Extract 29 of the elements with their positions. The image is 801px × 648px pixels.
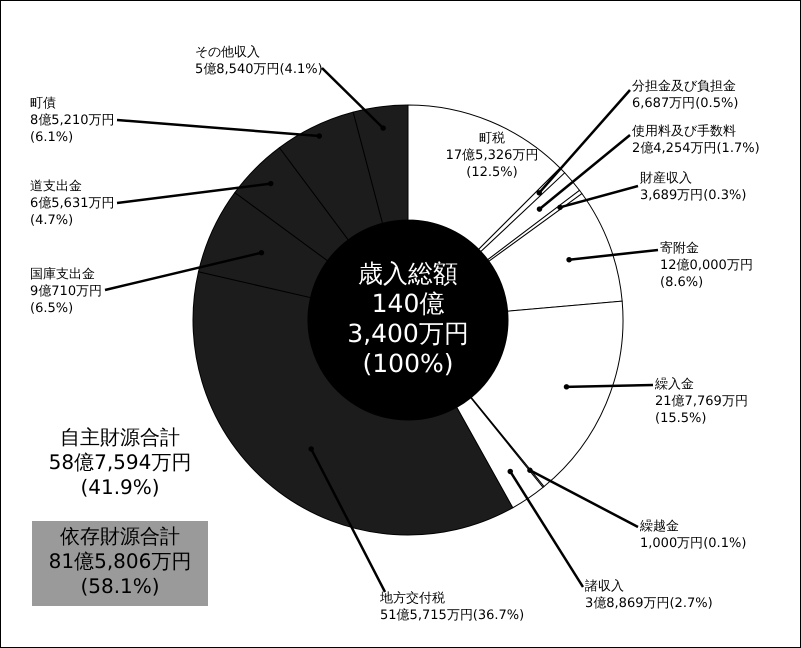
- data-label: 3億8,869万円(2.7%): [585, 596, 713, 611]
- text: 依存財源合計 81億5,806万円 (58.1%): [48, 524, 192, 598]
- slice-label: 地方交付税: [379, 590, 445, 606]
- slice-label: 繰越金: [639, 519, 679, 534]
- data-label: 2億4,254万円(1.7%): [632, 141, 760, 156]
- data-label: 17億5,326万円(12.5%): [446, 148, 538, 180]
- data-label: 1,000万円(0.1%): [640, 536, 746, 551]
- data-label: 8億5,210万円(6.1%): [30, 113, 114, 145]
- slice-label: その他収入: [195, 45, 260, 60]
- data-label: 51億5,715万円(36.7%): [380, 608, 524, 623]
- slice-label: 道支出金: [30, 179, 82, 194]
- data-label: 21億7,769万円(15.5%): [655, 394, 748, 426]
- slice-label: 使用料及び手数料: [632, 124, 736, 139]
- slice-label: 町債: [30, 96, 56, 111]
- slice-label: 国庫支出金: [30, 266, 95, 282]
- data-label: 6億5,631万円(4.7%): [30, 196, 114, 228]
- text: 自主財源合計 58億7,594万円 (41.9%): [48, 425, 192, 499]
- slice-label: 財産収入: [640, 170, 692, 186]
- slice-label: 寄附金: [660, 240, 699, 256]
- data-label: 3,689万円(0.3%): [640, 188, 746, 203]
- slice-label: 町税: [479, 131, 505, 146]
- slice-label: 繰入金: [654, 377, 694, 392]
- slice-label: 諸収入: [585, 579, 624, 594]
- data-label: 12億0,000万円(8.6%): [660, 258, 753, 290]
- text: 歳入総額 140億 3,400万円 (100%): [347, 259, 469, 378]
- data-label: 6,687万円(0.5%): [632, 96, 738, 111]
- data-label: 9億710万円(6.5%): [30, 284, 102, 316]
- slice-label: 分担金及び負担金: [632, 79, 736, 94]
- data-label: 5億8,540万円(4.1%): [195, 62, 323, 77]
